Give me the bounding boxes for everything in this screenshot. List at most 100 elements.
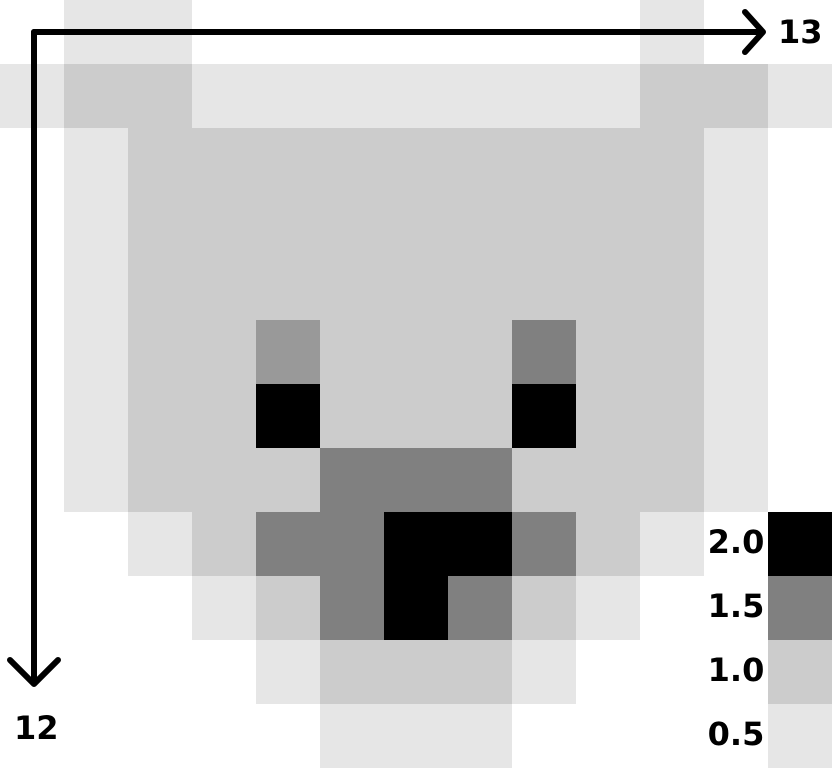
heatmap-cell — [192, 192, 256, 256]
heatmap-cell — [768, 320, 832, 384]
heatmap-cell — [448, 320, 512, 384]
heatmap-cell — [768, 192, 832, 256]
heatmap-cell — [384, 576, 448, 640]
heatmap-cell — [576, 0, 640, 64]
heatmap-cell — [192, 256, 256, 320]
heatmap-cell — [768, 128, 832, 192]
heatmap-cell — [64, 640, 128, 704]
heatmap-cell — [576, 64, 640, 128]
heatmap-cell — [320, 64, 384, 128]
heatmap-cell — [192, 384, 256, 448]
heatmap-cell — [256, 192, 320, 256]
heatmap-cell — [64, 64, 128, 128]
heatmap-cell — [768, 64, 832, 128]
heatmap-cell — [576, 384, 640, 448]
heatmap-cell — [128, 0, 192, 64]
heatmap-cell — [256, 0, 320, 64]
heatmap-cell — [448, 384, 512, 448]
heatmap-cell — [0, 448, 64, 512]
heatmap-cell — [0, 384, 64, 448]
heatmap-cell — [448, 256, 512, 320]
heatmap-cell — [192, 576, 256, 640]
heatmap-cell — [640, 384, 704, 448]
legend-label-1-0: 1.0 — [707, 651, 765, 689]
heatmap-cell — [704, 640, 768, 704]
heatmap-cell — [256, 384, 320, 448]
heatmap-cell — [64, 448, 128, 512]
heatmap-cell — [512, 64, 576, 128]
heatmap-cell — [512, 704, 576, 768]
heatmap-cell — [320, 0, 384, 64]
heatmap-cell — [576, 640, 640, 704]
heatmap-cell — [512, 256, 576, 320]
heatmap-cell — [0, 704, 64, 768]
heatmap-cell — [704, 0, 768, 64]
heatmap-cell — [512, 192, 576, 256]
heatmap-cell — [256, 256, 320, 320]
heatmap-cell — [640, 576, 704, 640]
heatmap-cell — [128, 640, 192, 704]
heatmap-cell — [128, 576, 192, 640]
heatmap-cell — [192, 704, 256, 768]
heatmap-cell — [256, 448, 320, 512]
legend-label-2-0: 2.0 — [707, 523, 765, 561]
heatmap-cell — [256, 640, 320, 704]
heatmap-cell — [320, 320, 384, 384]
heatmap-cell — [320, 128, 384, 192]
heatmap-cell — [640, 704, 704, 768]
heatmap-cell — [64, 384, 128, 448]
heatmap-cell — [0, 192, 64, 256]
heatmap-cell — [0, 320, 64, 384]
heatmap-cell — [512, 448, 576, 512]
heatmap-cell — [704, 384, 768, 448]
heatmap-cell — [128, 128, 192, 192]
heatmap-cell — [384, 128, 448, 192]
heatmap-cell — [768, 448, 832, 512]
heatmap-cell — [576, 128, 640, 192]
heatmap-cell — [384, 384, 448, 448]
heatmap-cell — [448, 576, 512, 640]
legend-swatch — [768, 576, 832, 640]
heatmap-cell — [128, 448, 192, 512]
heatmap-cell — [448, 448, 512, 512]
heatmap-cell — [576, 192, 640, 256]
y-axis-label: 12 — [14, 709, 59, 747]
heatmap-cell — [576, 576, 640, 640]
heatmap-cell — [192, 640, 256, 704]
heatmap-cell — [0, 0, 64, 64]
heatmap-cell — [448, 640, 512, 704]
heatmap-cell — [0, 128, 64, 192]
heatmap-cell — [384, 640, 448, 704]
legend-swatch — [768, 704, 832, 768]
heatmap-cell — [448, 512, 512, 576]
heatmap-cell — [0, 512, 64, 576]
heatmap-cell — [512, 384, 576, 448]
heatmap-cell — [64, 512, 128, 576]
x-axis-label: 13 — [778, 13, 823, 51]
heatmap-cell — [448, 128, 512, 192]
heatmap-cell — [0, 640, 64, 704]
heatmap-cell — [384, 512, 448, 576]
heatmap-cell — [448, 704, 512, 768]
heatmap-cell — [64, 128, 128, 192]
heatmap-cell — [256, 576, 320, 640]
heatmap-cell — [640, 640, 704, 704]
heatmap-cell — [320, 384, 384, 448]
heatmap-cell — [384, 448, 448, 512]
heatmap-cell — [320, 448, 384, 512]
heatmap-cell — [64, 320, 128, 384]
legend-swatch — [768, 640, 832, 704]
heatmap-cell — [704, 320, 768, 384]
heatmap-cell — [576, 448, 640, 512]
heatmap-cell — [768, 256, 832, 320]
heatmap-cell — [384, 320, 448, 384]
heatmap-cell — [512, 640, 576, 704]
heatmap-cell — [192, 0, 256, 64]
heatmap-cell — [320, 704, 384, 768]
heatmap-cell — [320, 512, 384, 576]
heatmap-cell — [320, 192, 384, 256]
heatmap-cell — [64, 192, 128, 256]
heatmap-cell — [256, 704, 320, 768]
heatmap-cell — [576, 704, 640, 768]
